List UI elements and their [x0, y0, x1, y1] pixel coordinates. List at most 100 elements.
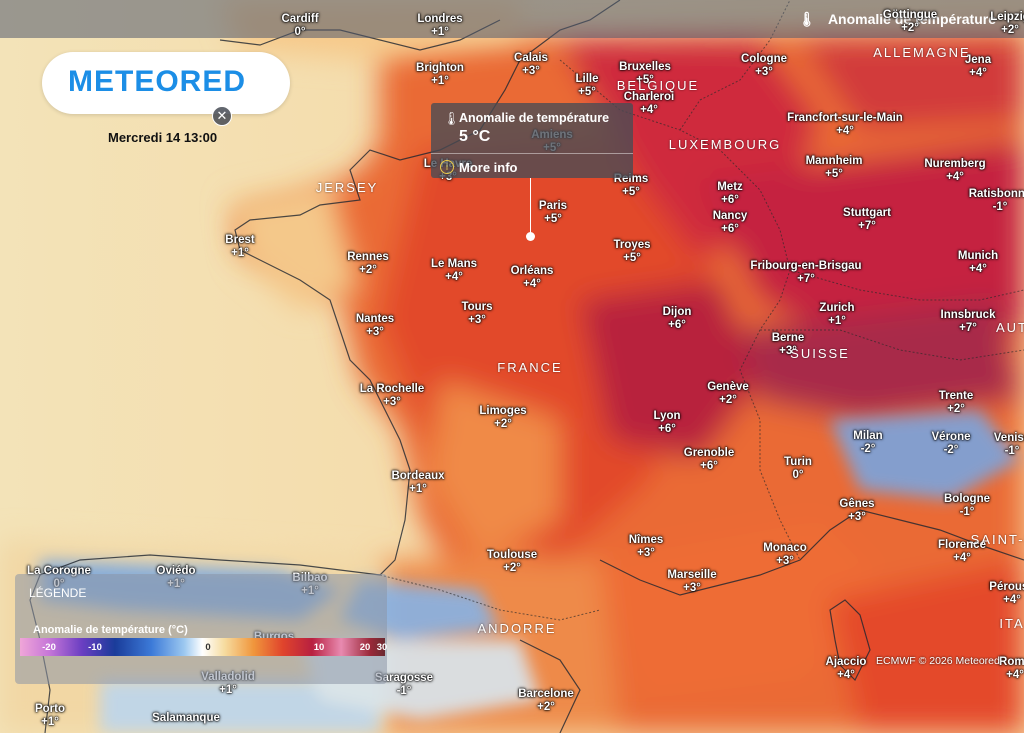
city-anomaly-value: -1° [1004, 445, 1020, 457]
city-label[interactable]: Trente +2° [939, 390, 974, 416]
city-anomaly-value: +5° [825, 168, 843, 180]
city-label[interactable]: Dijon +6° [663, 306, 692, 332]
city-label[interactable]: Ajaccio +4° [826, 656, 867, 682]
city-label[interactable]: Gênes +3° [839, 498, 874, 524]
city-anomaly-value: -1° [992, 201, 1008, 213]
city-label[interactable]: Stuttgart +7° [843, 207, 891, 233]
country-label: ITA [999, 616, 1024, 631]
legend-title: LÉGENDE [29, 586, 87, 600]
city-label[interactable]: Lyon +6° [653, 410, 680, 436]
city-label[interactable]: Salamanque [152, 712, 220, 725]
city-label[interactable]: La Rochelle +3° [360, 383, 425, 409]
city-label[interactable]: Jena +4° [965, 54, 991, 80]
popup-value: 5 °C [459, 128, 491, 145]
city-label[interactable]: Barcelone +2° [518, 688, 574, 714]
country-label: LUXEMBOURG [668, 137, 782, 152]
city-label[interactable]: Rome+4° [999, 656, 1024, 682]
city-label[interactable]: Cardiff 0° [281, 13, 318, 39]
city-label[interactable]: Nantes +3° [356, 313, 394, 339]
city-label[interactable]: Berne +3° [772, 332, 805, 358]
city-label[interactable]: Leipzig+2° [990, 11, 1024, 37]
city-label[interactable]: Francfort-sur-le-Main +4° [787, 112, 903, 138]
city-name: Orléans [510, 265, 554, 277]
city-label[interactable]: Ratisbonne-1° [969, 188, 1024, 214]
city-label[interactable]: Nuremberg +4° [924, 158, 985, 184]
city-label[interactable]: Toulouse +2° [487, 549, 537, 575]
city-label[interactable]: Saragosse -1° [375, 672, 433, 698]
city-label[interactable]: Bruxelles +5° [619, 61, 671, 87]
city-label[interactable]: Marseille +3° [667, 569, 716, 595]
city-label[interactable]: Munich +4° [958, 250, 998, 276]
country-label: ALLEMAGNE [873, 45, 971, 60]
city-label[interactable]: Cologne +3° [741, 53, 787, 79]
city-anomaly-value: +1° [231, 247, 249, 259]
city-label[interactable]: Venise-1° [994, 432, 1024, 458]
city-label[interactable]: Zurich +1° [819, 302, 854, 328]
city-name: Le Mans [430, 258, 478, 270]
city-label[interactable]: Porto +1° [35, 703, 65, 729]
city-anomaly-value: +3° [637, 547, 655, 559]
city-name: Trente [938, 390, 974, 402]
country-label: ANDORRE [477, 621, 557, 636]
city-name: Cardiff [281, 13, 319, 25]
city-name: Rennes [347, 251, 389, 263]
city-name: Turin [784, 456, 812, 468]
city-name: Venise [993, 432, 1024, 444]
city-label[interactable]: Vérone -2° [932, 431, 971, 457]
map-pin[interactable] [526, 232, 535, 241]
city-label[interactable]: Genève +2° [707, 381, 749, 407]
city-label[interactable]: Monaco +3° [763, 542, 806, 568]
logo[interactable]: METEORED [42, 52, 290, 114]
more-info-link[interactable]: More info [459, 160, 518, 175]
city-anomaly-value: +2° [537, 701, 555, 713]
city-label[interactable]: Charleroi +4° [624, 91, 675, 117]
city-label[interactable]: Orléans +4° [511, 265, 554, 291]
city-label[interactable]: Lille +5° [575, 73, 598, 99]
city-label[interactable]: Le Mans +4° [431, 258, 477, 284]
city-name: Ajaccio [825, 656, 867, 668]
city-label[interactable]: Rennes +2° [347, 251, 389, 277]
city-name: Fribourg-en-Brisgau [750, 260, 862, 272]
city-label[interactable]: Brest +1° [225, 234, 254, 260]
city-label[interactable]: Fribourg-en-Brisgau +7° [750, 260, 861, 286]
city-name: Limoges [479, 405, 527, 417]
city-name: Metz [717, 181, 743, 193]
copyright: ECMWF © 2026 Meteored [876, 655, 1000, 667]
city-label[interactable]: Brighton +1° [416, 62, 464, 88]
city-label[interactable]: Grenoble +6° [684, 447, 734, 473]
city-anomaly-value: +4° [837, 669, 855, 681]
city-label[interactable]: Londres +1° [417, 13, 462, 39]
city-label[interactable]: Milan -2° [853, 430, 882, 456]
city-label[interactable]: Göttingue +2° [883, 9, 937, 35]
city-label[interactable]: Turin 0° [784, 456, 812, 482]
city-label[interactable]: Troyes +5° [613, 239, 650, 265]
city-label[interactable]: Florence +4° [938, 539, 986, 565]
city-label[interactable]: Innsbruck +7° [941, 309, 996, 335]
city-name: Salamanque [152, 712, 220, 724]
city-anomaly-value: +4° [969, 67, 987, 79]
city-label[interactable]: Calais +3° [514, 52, 548, 78]
city-label[interactable]: Limoges +2° [479, 405, 526, 431]
city-label[interactable]: Mannheim +5° [806, 155, 863, 181]
city-label[interactable]: Nîmes +3° [629, 534, 664, 560]
city-anomaly-value: +4° [523, 278, 541, 290]
legend-panel[interactable]: LÉGENDE Anomalie de température (°C) [15, 574, 387, 684]
city-anomaly-value: +6° [658, 423, 676, 435]
city-anomaly-value: +5° [578, 86, 596, 98]
city-label[interactable]: Tours +3° [461, 301, 492, 327]
close-popup-button[interactable]: ✕ [212, 106, 232, 126]
city-label[interactable]: Bordeaux +1° [391, 470, 444, 496]
city-label[interactable]: Nancy +6° [713, 210, 748, 236]
city-anomaly-value: 0° [792, 469, 804, 481]
city-label[interactable]: Paris +5° [539, 200, 567, 226]
city-anomaly-value: +1° [828, 315, 846, 327]
logo-text: METEORED [68, 65, 247, 98]
city-label[interactable]: Pérouse+4° [989, 581, 1024, 607]
city-label[interactable]: Metz +6° [717, 181, 743, 207]
city-anomaly-value: +1° [431, 75, 449, 87]
city-anomaly-value: +3° [366, 326, 384, 338]
info-icon[interactable]: i [440, 160, 454, 174]
city-label[interactable]: Bologne -1° [944, 493, 990, 519]
city-anomaly-value: +3° [522, 65, 540, 77]
city-name: Charleroi [623, 91, 675, 103]
